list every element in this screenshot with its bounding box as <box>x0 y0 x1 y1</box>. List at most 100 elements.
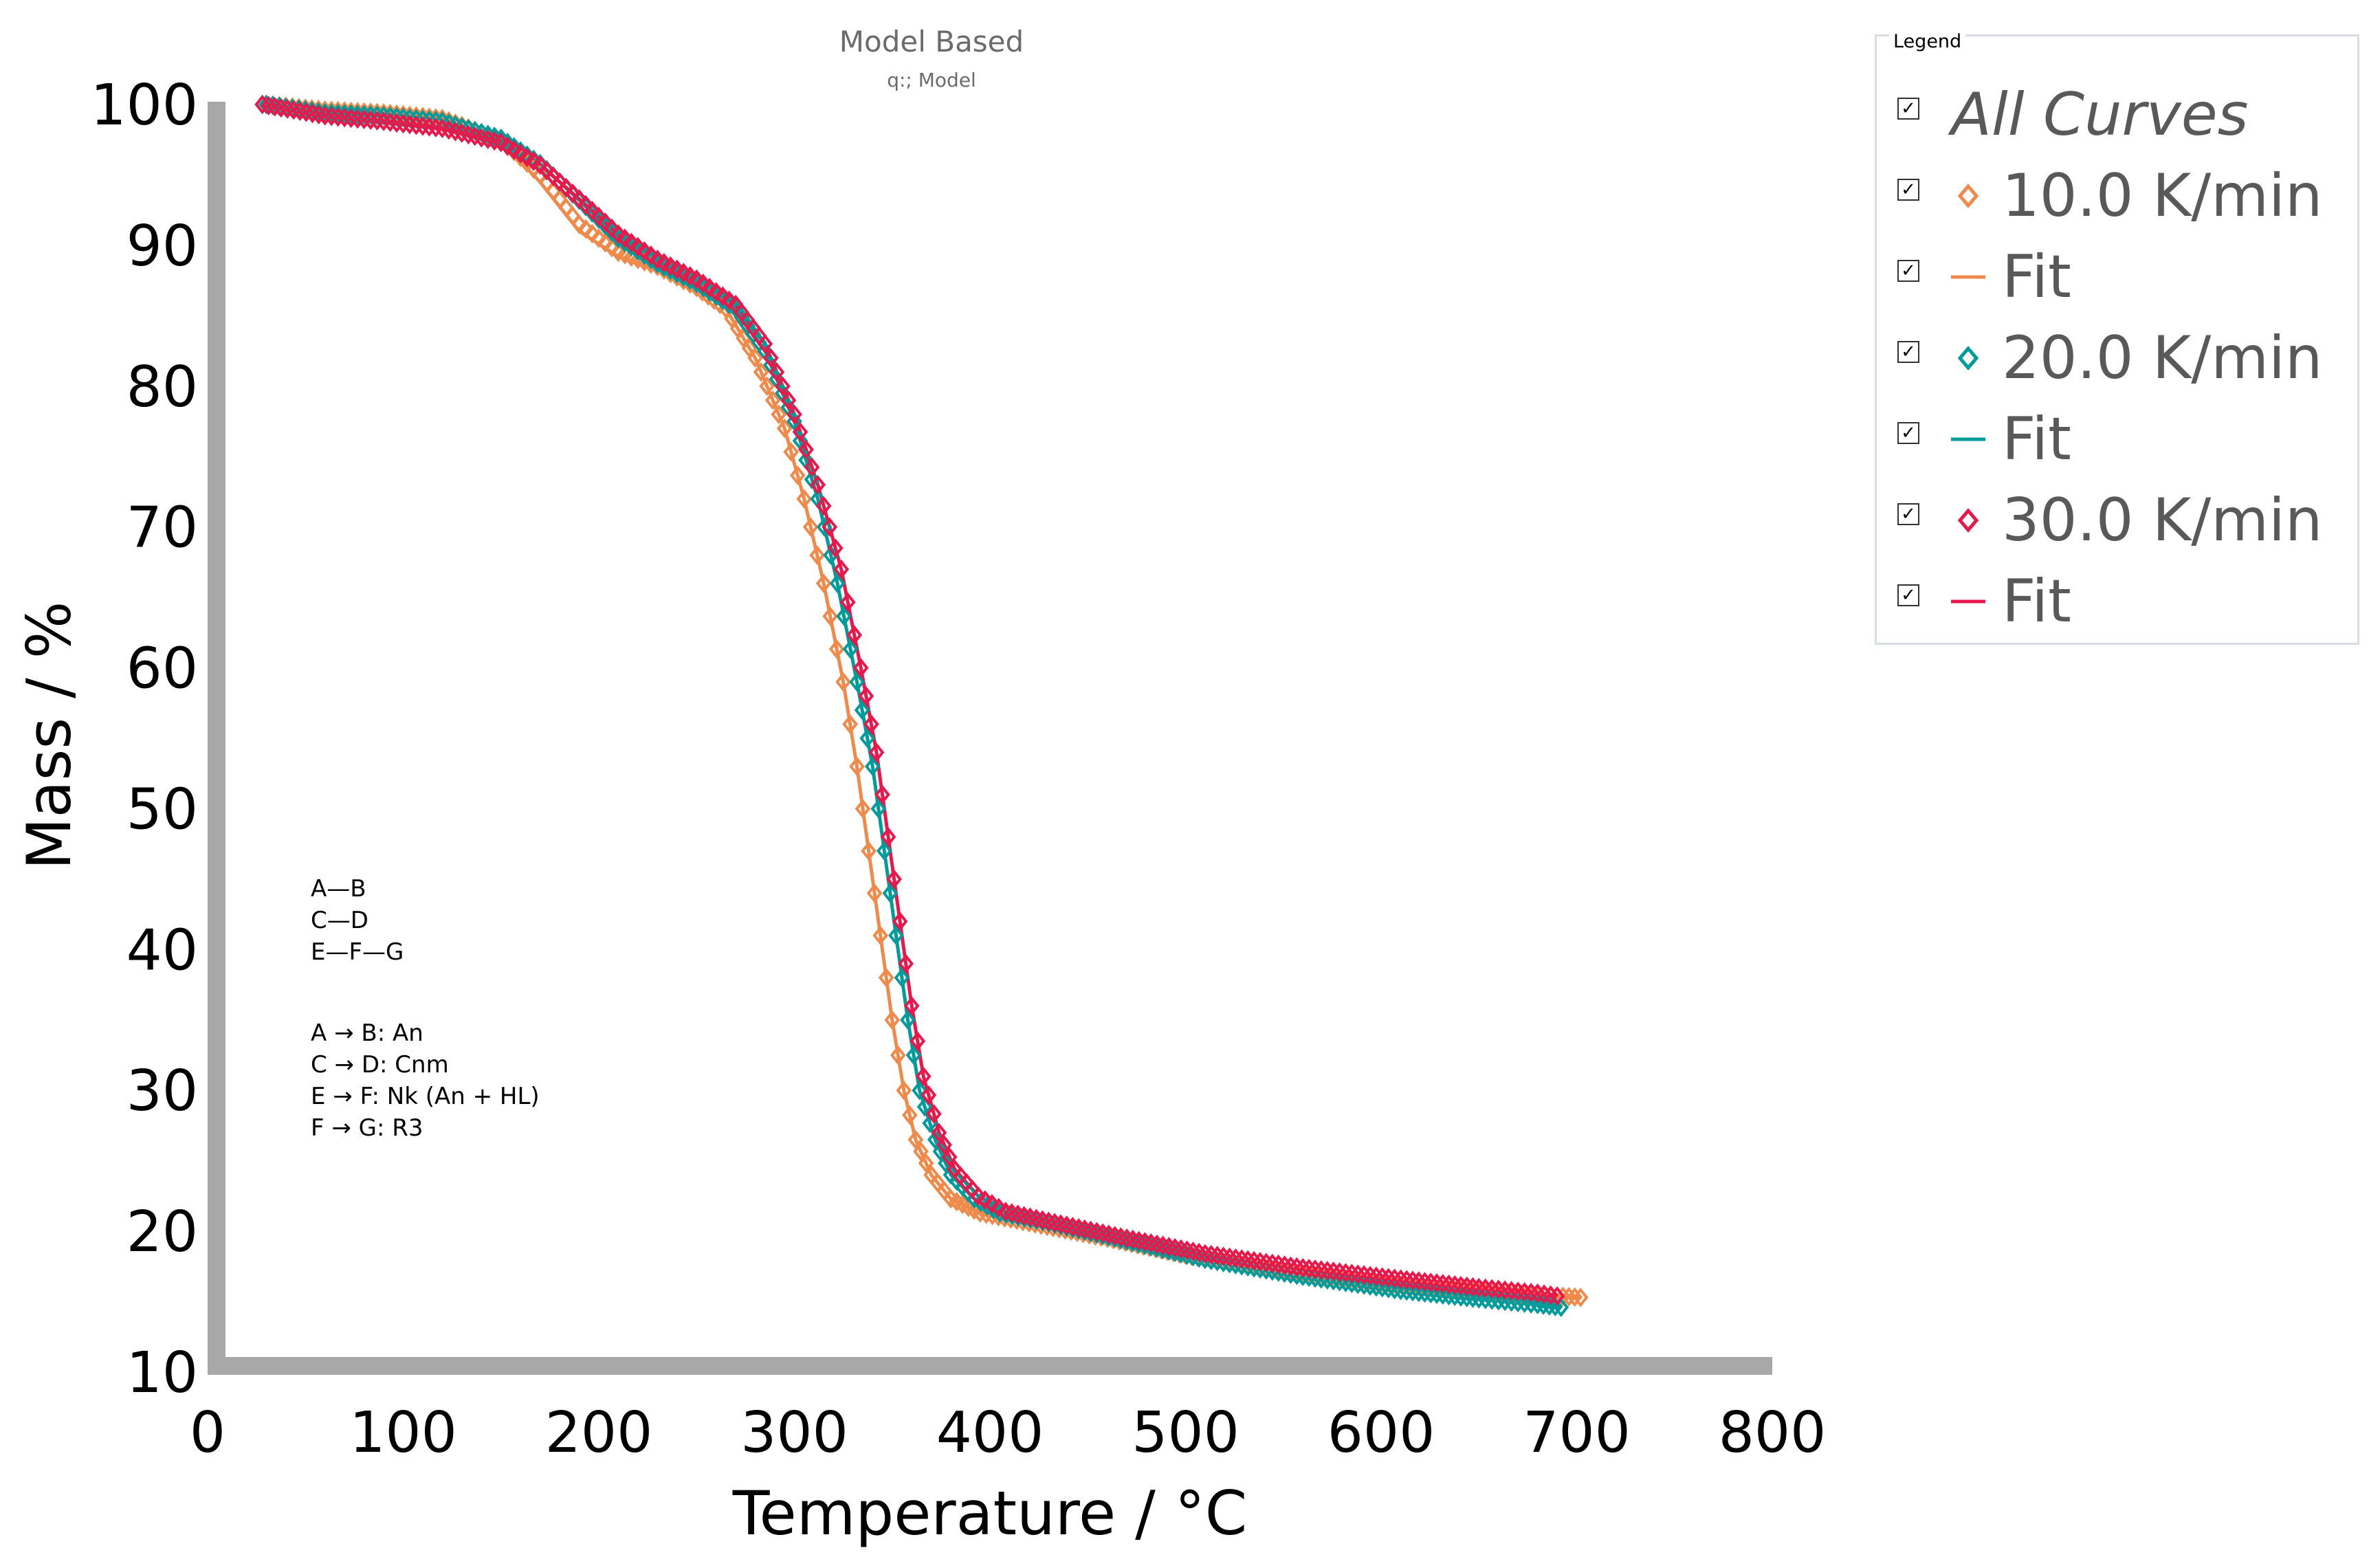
data-point <box>637 241 652 261</box>
line-icon <box>1951 422 1985 456</box>
legend-checkbox[interactable]: ✓ <box>1897 341 1919 363</box>
data-point <box>855 799 871 819</box>
data-point <box>792 422 808 442</box>
data-point <box>1567 1287 1583 1307</box>
data-point <box>816 517 833 537</box>
data-point <box>771 404 787 424</box>
legend-item-all-curves[interactable]: ✓ All Curves <box>1897 74 2351 155</box>
data-point <box>977 1190 993 1210</box>
data-point <box>538 161 555 181</box>
x-tick-label: 400 <box>936 1400 1044 1466</box>
data-point <box>551 172 568 192</box>
data-point <box>577 195 594 215</box>
data-point <box>815 573 832 593</box>
data-point <box>868 742 885 762</box>
data-point <box>866 883 883 903</box>
data-point <box>804 457 820 477</box>
data-point <box>849 672 865 692</box>
data-point <box>915 1066 932 1086</box>
x-tick-label: 100 <box>349 1400 457 1466</box>
step-line: C → D: Cnm <box>311 1051 449 1079</box>
data-point <box>918 1153 934 1173</box>
chart-title: Model Based <box>839 25 1024 58</box>
y-tick-label: 70 <box>126 496 198 561</box>
data-point <box>941 1147 958 1167</box>
data-point <box>532 155 549 175</box>
legend-item-30k[interactable]: ✓ 30.0 K/min <box>1897 480 2351 561</box>
data-point <box>757 334 773 354</box>
data-point <box>558 177 574 198</box>
data-point <box>1561 1287 1577 1307</box>
legend-title: Legend <box>1889 31 1966 52</box>
data-point <box>643 245 659 265</box>
data-point <box>864 756 881 777</box>
data-point <box>900 1010 916 1030</box>
data-point <box>882 883 899 903</box>
data-point <box>905 1045 922 1065</box>
data-point <box>970 1186 987 1206</box>
legend-checkbox[interactable]: ✓ <box>1897 260 1919 282</box>
step-line: F → G: R3 <box>311 1114 423 1142</box>
measured-series-4 <box>254 94 1565 1306</box>
data-point <box>753 362 769 382</box>
data-point <box>936 1135 952 1155</box>
y-tick-label: 20 <box>126 1200 198 1265</box>
data-point <box>701 278 718 298</box>
legend-label: 30.0 K/min <box>2002 486 2323 555</box>
data-point <box>842 639 859 659</box>
data-point <box>708 282 725 302</box>
x-tick-label: 300 <box>740 1400 848 1466</box>
data-point <box>852 658 869 678</box>
data-point <box>780 390 797 410</box>
data-point <box>802 517 819 537</box>
data-point <box>822 606 839 626</box>
data-point <box>610 224 626 244</box>
legend-checkbox[interactable]: ✓ <box>1897 98 1919 120</box>
data-point <box>854 700 870 720</box>
diamond-icon <box>1951 503 1985 538</box>
diamond-icon <box>1951 179 1985 213</box>
data-point <box>815 496 832 516</box>
data-point <box>775 376 791 396</box>
legend-checkbox[interactable]: ✓ <box>1897 422 1919 444</box>
x-axis-label: Temperature / °C <box>732 1478 1247 1549</box>
data-point <box>938 1153 954 1173</box>
data-point <box>872 925 889 946</box>
legend-label: Fit <box>2002 567 2071 636</box>
legend-item-10k[interactable]: ✓ 10.0 K/min <box>1897 155 2351 236</box>
legend-checkbox[interactable]: ✓ <box>1897 179 1919 201</box>
data-point <box>786 404 802 424</box>
data-point <box>913 1141 929 1162</box>
data-point <box>878 968 894 988</box>
data-point <box>630 236 646 257</box>
legend-item-fit-10k[interactable]: ✓ Fit <box>1897 236 2351 318</box>
data-point <box>829 573 846 593</box>
x-tick-label: 700 <box>1523 1400 1631 1466</box>
data-point <box>571 189 587 209</box>
legend-checkbox[interactable]: ✓ <box>1897 584 1919 606</box>
line-icon <box>1951 584 1985 619</box>
data-point <box>714 286 731 306</box>
data-point <box>1572 1288 1589 1307</box>
data-point <box>903 996 920 1016</box>
scheme-line: A—B <box>311 875 366 903</box>
legend-item-fit-30k[interactable]: ✓ Fit <box>1897 561 2351 642</box>
legend-item-20k[interactable]: ✓ 20.0 K/min <box>1897 318 2351 399</box>
data-point <box>859 728 876 749</box>
legend-label: 20.0 K/min <box>2002 324 2323 393</box>
data-point <box>809 545 826 565</box>
legend-checkbox[interactable]: ✓ <box>1897 503 1919 525</box>
data-point <box>624 232 639 252</box>
data-point <box>849 756 865 777</box>
x-tick-label: 600 <box>1327 1400 1435 1466</box>
tick-layer: 0 100 200 300 400 500 600 700 800 10 20 30 40 50 60 70 8… <box>90 73 1826 1466</box>
data-point <box>846 625 863 645</box>
y-tick-label: 30 <box>126 1059 198 1124</box>
legend-label: All Curves <box>1951 80 2249 149</box>
data-point <box>901 1105 918 1125</box>
data-point <box>884 1010 901 1030</box>
y-tick-label: 60 <box>126 637 198 702</box>
legend-item-fit-20k[interactable]: ✓ Fit <box>1897 399 2351 480</box>
